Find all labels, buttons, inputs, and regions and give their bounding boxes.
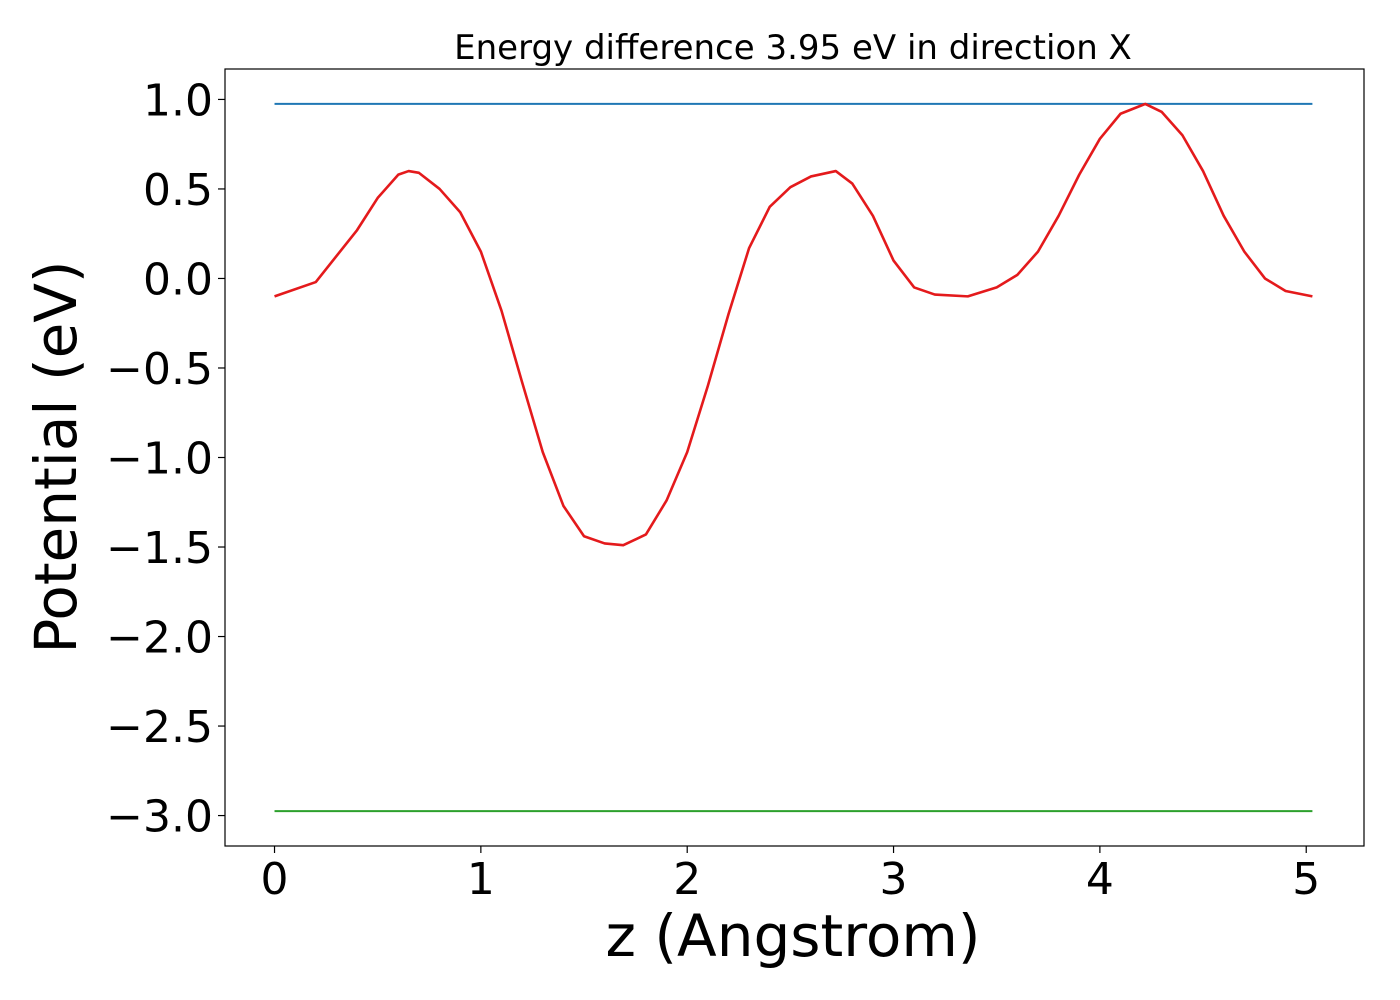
y-tick-label: 1.0 — [143, 75, 213, 126]
chart-title: Energy difference 3.95 eV in direction X — [454, 28, 1132, 68]
series-line-3 — [274, 102, 1313, 547]
x-tick-label: 3 — [880, 854, 908, 905]
plot-area — [274, 102, 1313, 813]
x-tick-label: 0 — [261, 854, 289, 905]
y-tick-label: 0.0 — [143, 254, 213, 305]
x-axis-label: z (Angstrom) — [606, 902, 981, 970]
y-tick-label: −2.5 — [106, 702, 213, 753]
x-tick-label: 1 — [467, 854, 495, 905]
x-axis: 0 1 2 3 4 5 — [261, 846, 1320, 905]
y-tick-label: −1.0 — [106, 434, 213, 485]
x-tick-label: 2 — [673, 854, 701, 905]
y-axis: 1.0 0.5 0.0 −0.5 −1.0 −1.5 −2.0 −2.5 −3.0 — [106, 75, 225, 843]
x-tick-label: 5 — [1292, 854, 1320, 905]
y-tick-label: −0.5 — [106, 344, 213, 395]
y-axis-label: Potential (eV) — [22, 260, 90, 653]
y-tick-label: −2.0 — [106, 613, 213, 664]
y-tick-label: −1.5 — [106, 523, 213, 574]
y-tick-label: 0.5 — [143, 165, 213, 216]
x-tick-label: 4 — [1086, 854, 1114, 905]
y-tick-label: −3.0 — [106, 792, 213, 843]
